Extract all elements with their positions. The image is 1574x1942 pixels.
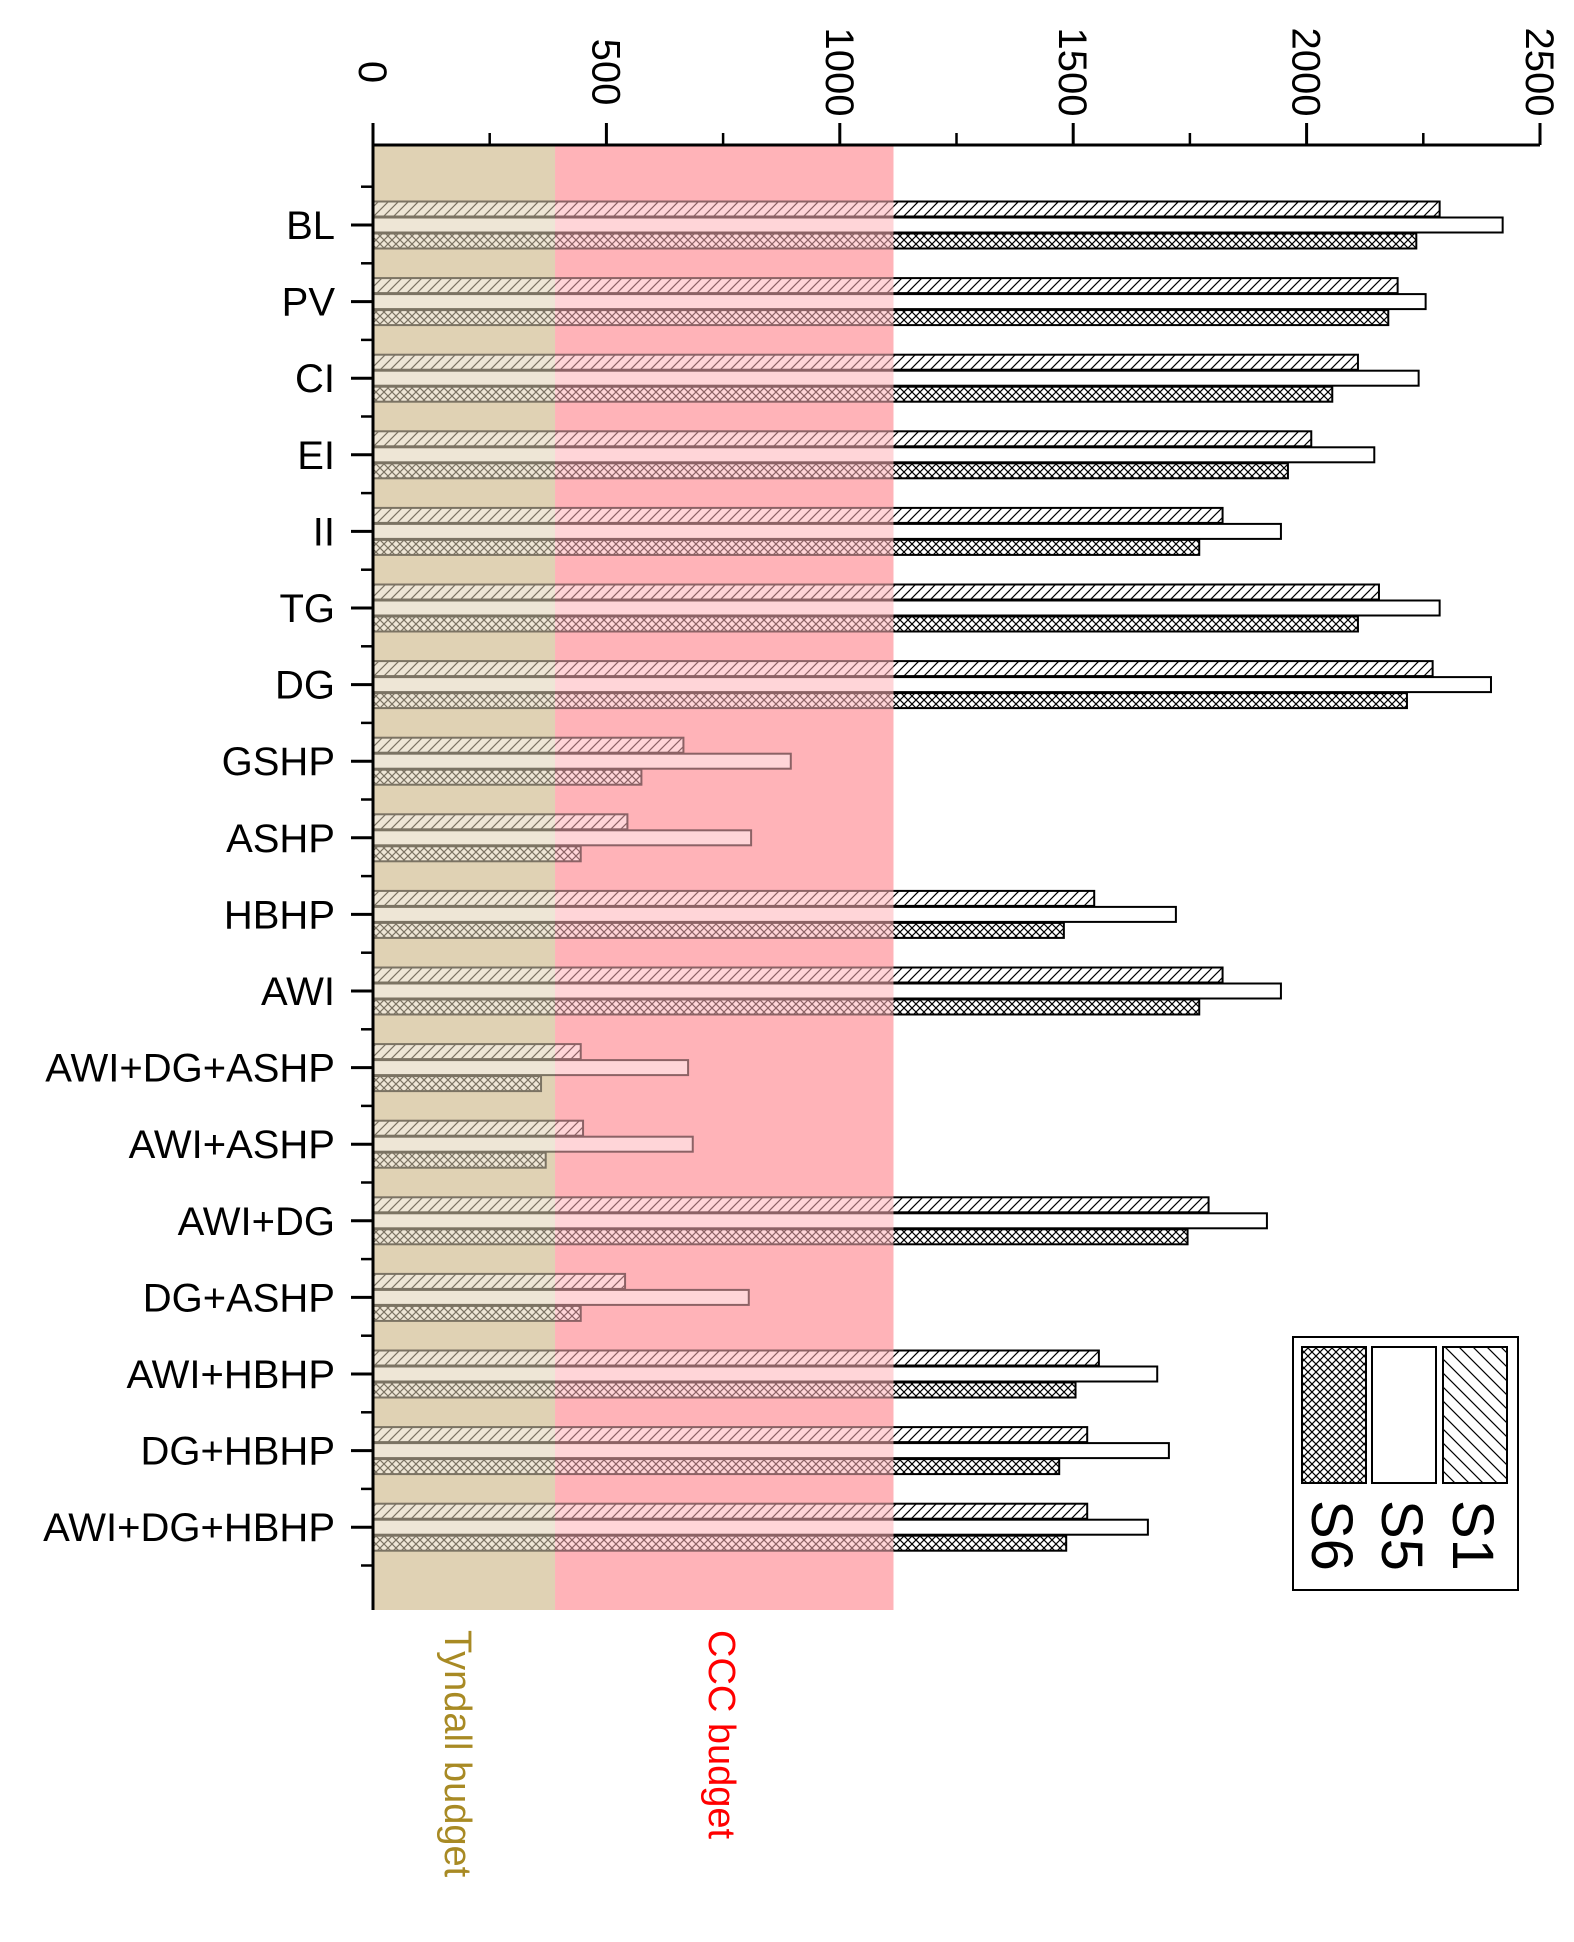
band-overlay-tyndall [373,145,556,1610]
x-tick-label-0: 0 [350,61,394,83]
budget-band-overlays [373,145,894,1610]
x-tick-label-2500: 2500 [1517,28,1561,117]
category-label-awi: AWI [261,970,335,1014]
category-label-ci: CI [295,357,335,401]
legend-swatch-s6 [1301,1346,1367,1484]
x-tick-label-2000: 2000 [1284,28,1328,117]
legend-label-s6: S6 [1299,1500,1364,1571]
x-tick-label-1000: 1000 [817,28,861,117]
category-label-awi-dg: AWI+DG [178,1200,335,1244]
category-label-tg: TG [279,587,335,631]
category-label-dg-ashp: DG+ASHP [143,1276,335,1320]
x-tick-label-1500: 1500 [1050,28,1094,117]
category-label-dg-hbhp: DG+HBHP [141,1430,336,1474]
legend: S6 S5 S1 [1292,1336,1519,1591]
band-label-tyndall: Tyndall budget [436,1630,478,1878]
category-label-awi-ashp: AWI+ASHP [129,1123,335,1167]
legend-label-s5: S5 [1369,1500,1434,1571]
band-overlay-ccc [555,145,894,1610]
category-label-ei: EI [297,434,335,478]
legend-swatch-s5 [1371,1346,1437,1484]
category-label-gshp: GSHP [222,740,335,784]
category-label-pv: PV [282,281,336,325]
category-label-awi-hbhp: AWI+HBHP [126,1353,335,1397]
category-label-ii: II [313,510,335,554]
category-label-bl: BL [286,204,335,248]
axes: 0 500 1000 1500 2000 2500 BL PV CI EI II TG DG GSHP AS… [43,28,1561,1610]
category-label-ashp: ASHP [226,817,335,861]
category-label-hbhp: HBHP [224,893,335,937]
category-label-dg: DG [275,664,335,708]
category-label-awi-dg-hbhp: AWI+DG+HBHP [43,1506,335,1550]
legend-swatch-s1 [1442,1346,1508,1484]
band-label-ccc: CCC budget [700,1630,742,1840]
category-label-awi-dg-ashp: AWI+DG+ASHP [45,1047,335,1091]
x-tick-label-500: 500 [583,39,627,106]
legend-label-s1: S1 [1440,1500,1505,1571]
